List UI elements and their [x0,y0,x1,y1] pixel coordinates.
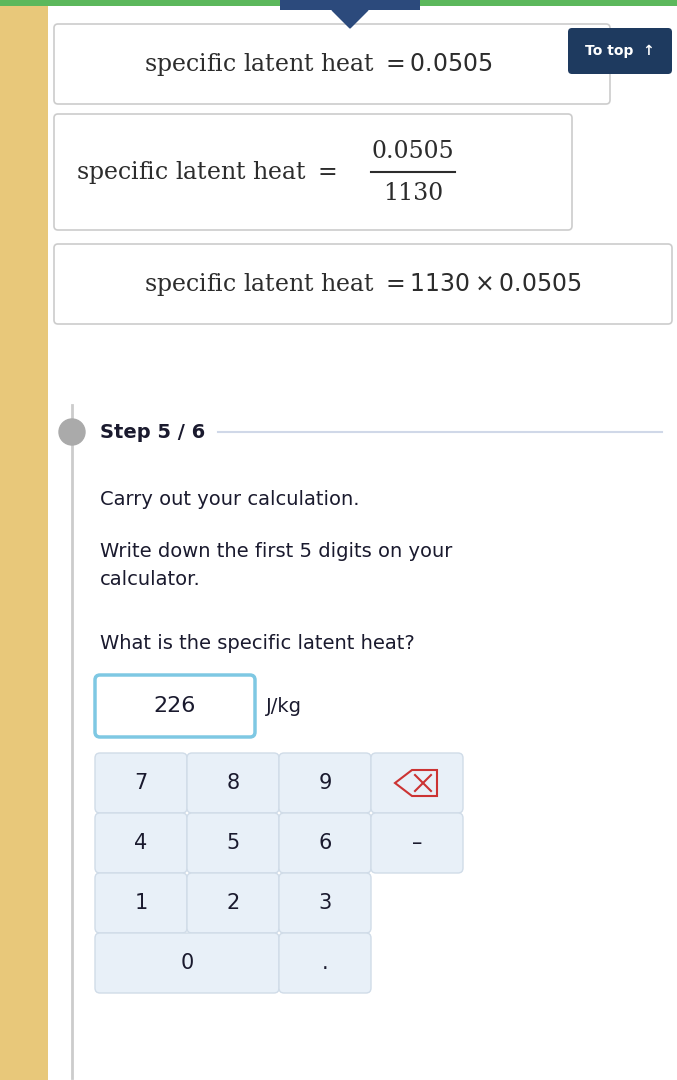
FancyBboxPatch shape [371,813,463,873]
Circle shape [59,419,85,445]
FancyBboxPatch shape [187,813,279,873]
Bar [0,0,677,6]
Text: 5: 5 [226,833,240,853]
Bar [0,0,48,1080]
FancyBboxPatch shape [95,933,279,993]
FancyBboxPatch shape [187,753,279,813]
Text: 1130: 1130 [383,183,443,205]
Text: .: . [322,953,328,973]
FancyBboxPatch shape [95,675,255,737]
FancyBboxPatch shape [95,753,187,813]
Text: To top  ↑: To top ↑ [585,44,655,58]
Text: Write down the first 5 digits on your
calculator.: Write down the first 5 digits on your ca… [100,542,452,589]
Text: specific latent heat $=$: specific latent heat $=$ [76,159,336,186]
FancyBboxPatch shape [279,813,371,873]
Text: 6: 6 [318,833,332,853]
FancyBboxPatch shape [54,114,572,230]
Text: 8: 8 [226,773,240,793]
Text: 4: 4 [134,833,148,853]
Text: 2: 2 [226,893,240,913]
FancyBboxPatch shape [279,873,371,933]
Text: 1: 1 [134,893,148,913]
Text: Step 5 / 6: Step 5 / 6 [100,422,205,442]
Bar [280,0,420,10]
Text: 0.0505: 0.0505 [372,140,454,163]
Text: 0: 0 [180,953,194,973]
FancyBboxPatch shape [371,753,463,813]
Text: 3: 3 [318,893,332,913]
FancyBboxPatch shape [187,873,279,933]
Text: 9: 9 [318,773,332,793]
Polygon shape [395,770,437,796]
Polygon shape [332,10,368,28]
Text: 226: 226 [154,696,196,716]
Text: specific latent heat $= 1130 \times 0.0505$: specific latent heat $= 1130 \times 0.05… [144,270,582,297]
FancyBboxPatch shape [95,873,187,933]
Text: Carry out your calculation.: Carry out your calculation. [100,490,359,509]
FancyBboxPatch shape [568,28,672,75]
FancyBboxPatch shape [54,24,610,104]
FancyBboxPatch shape [279,933,371,993]
Text: 7: 7 [134,773,148,793]
Text: J/kg: J/kg [266,697,302,715]
Text: What is the specific latent heat?: What is the specific latent heat? [100,634,415,653]
Text: specific latent heat $= 0.0505$: specific latent heat $= 0.0505$ [144,51,492,78]
FancyBboxPatch shape [54,244,672,324]
FancyBboxPatch shape [279,753,371,813]
Text: –: – [412,833,422,853]
Text: 1130: 1130 [592,39,642,57]
FancyBboxPatch shape [95,813,187,873]
